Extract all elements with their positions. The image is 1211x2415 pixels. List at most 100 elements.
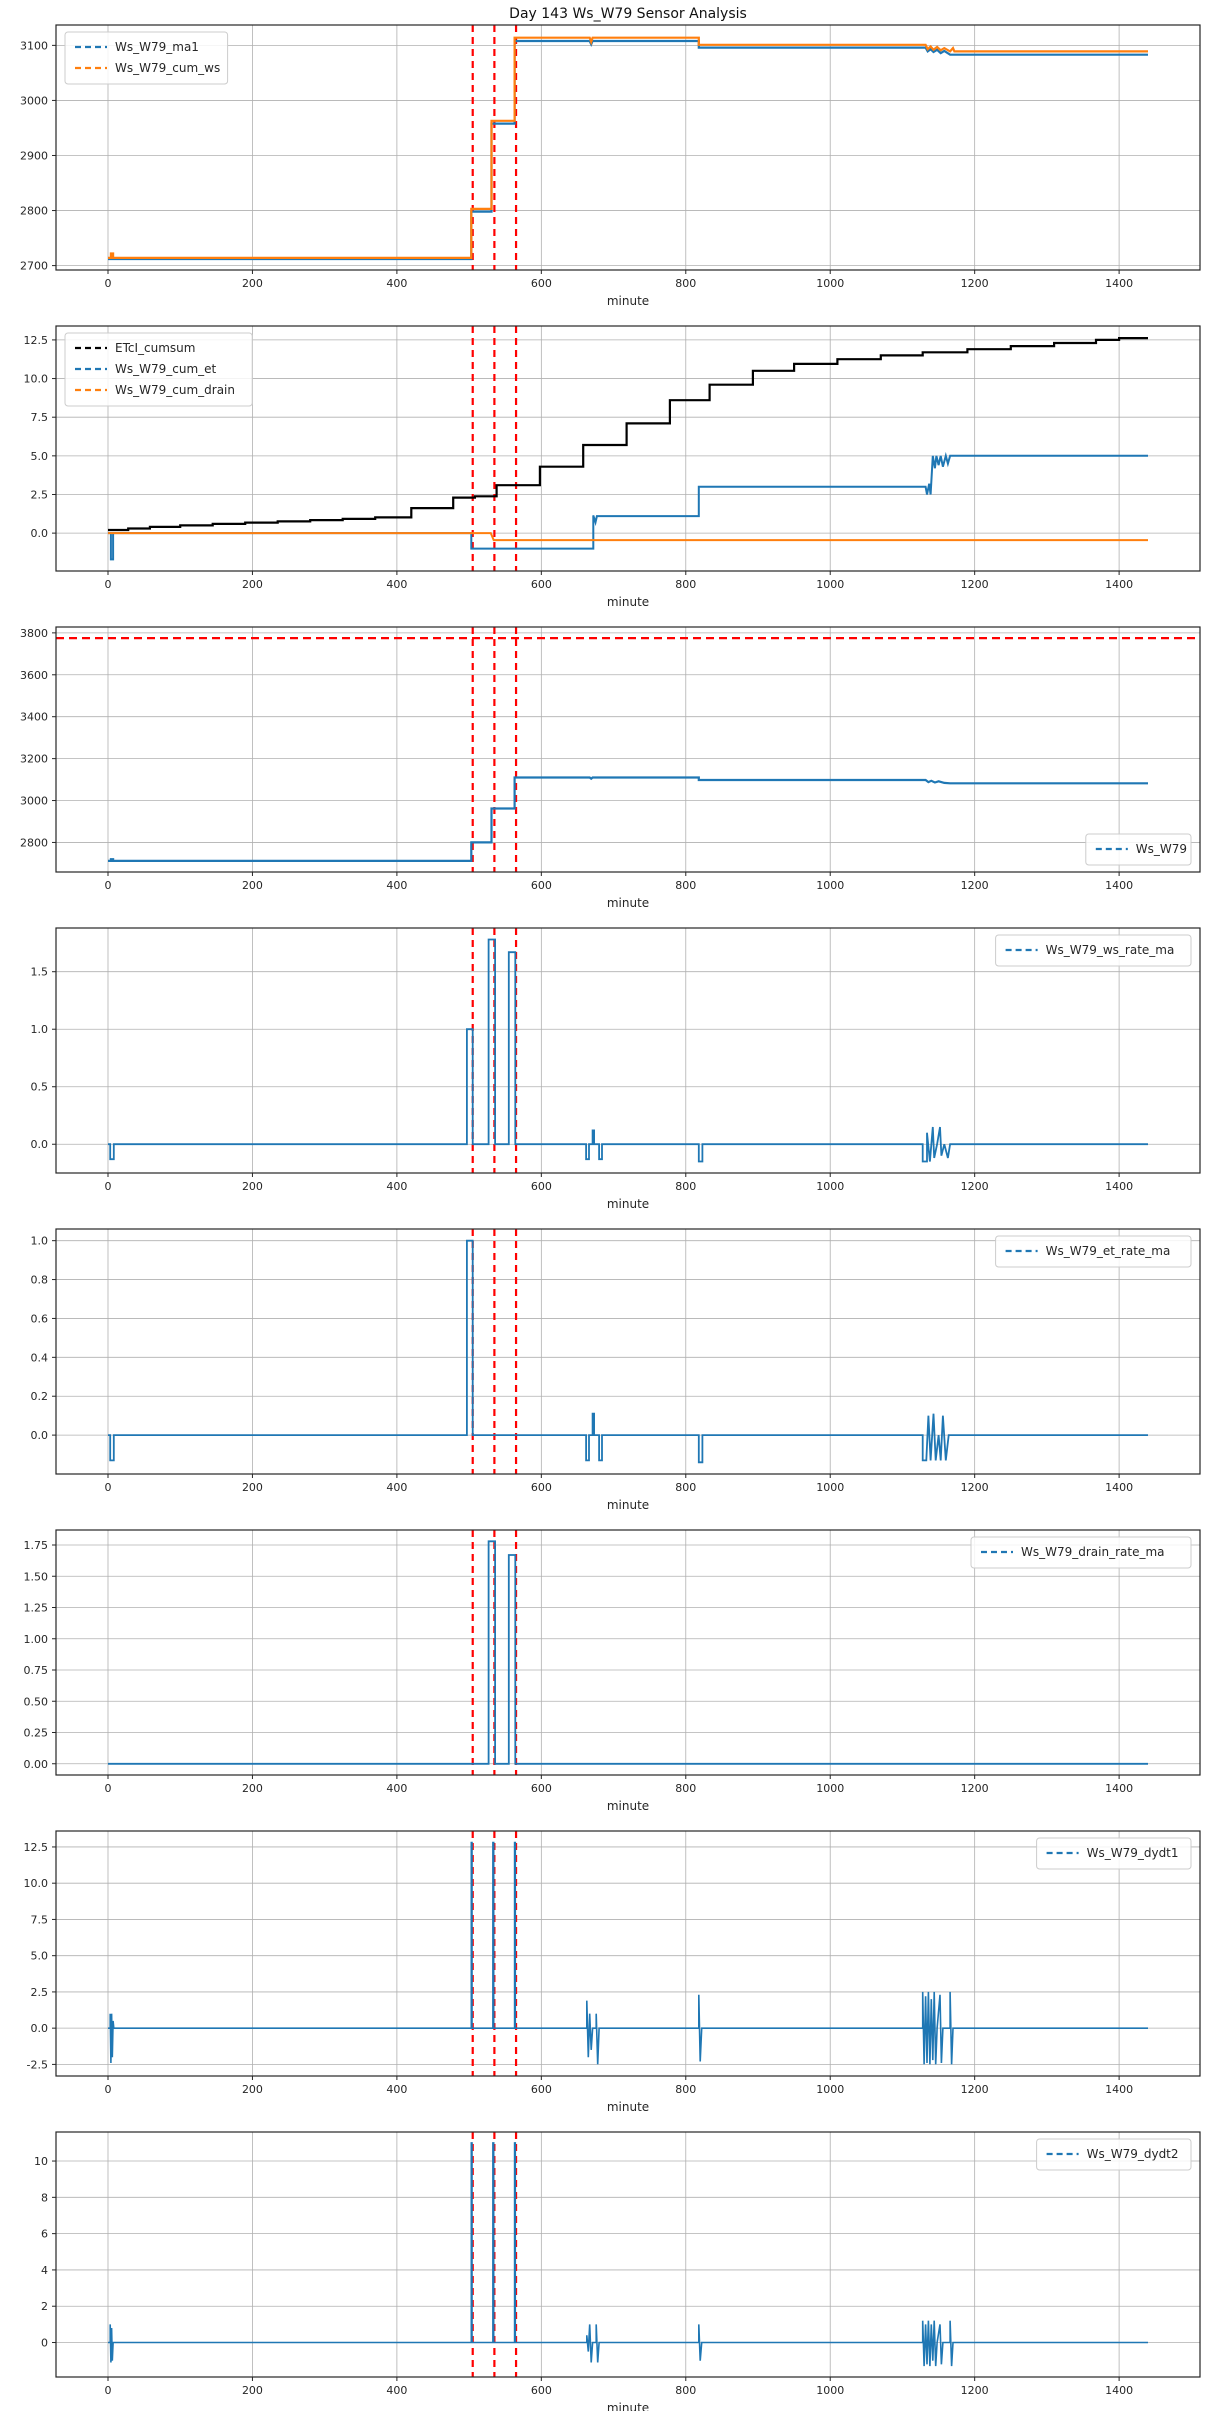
x-tick-label: 0 [105, 879, 112, 892]
x-axis-label: minute [607, 1799, 649, 1813]
y-tick-label: 0.0 [31, 527, 49, 540]
legend-label: Ws_W79_cum_ws [115, 61, 220, 75]
legend-label: ETcI_cumsum [115, 341, 195, 355]
x-tick-label: 1000 [816, 1782, 844, 1795]
x-tick-label: 600 [531, 879, 552, 892]
y-tick-label: 0.0 [31, 2022, 49, 2035]
y-tick-label: 1.25 [24, 1602, 49, 1615]
series-Ws_W79_et_rate_ma [108, 1239, 1148, 1464]
x-tick-label: 1000 [816, 1481, 844, 1494]
legend: Ws_W79_ma1 Ws_W79_cum_ws [64, 31, 229, 85]
x-tick-label: 800 [675, 1180, 696, 1193]
x-tick-label: 1200 [961, 879, 989, 892]
y-tick-label: 0.00 [24, 1758, 49, 1771]
x-tick-label: 1400 [1105, 1481, 1133, 1494]
y-tick-label: 0.8 [31, 1274, 49, 1287]
subplot-et-rate: 0 200 400 600 800 1000 1200 1400 0.0 0.2 0.4 0.6 0.8… [31, 1228, 1201, 1512]
x-tick-label: 0 [105, 1180, 112, 1193]
x-tick-label: 1400 [1105, 879, 1133, 892]
legend-box [1085, 833, 1192, 866]
y-tick-label: 3000 [20, 795, 48, 808]
legend-label: Ws_W79_ma1 [115, 40, 199, 54]
y-tick-label: 12.5 [24, 334, 49, 347]
axes-frame [55, 1529, 1201, 1776]
y-tick-label: 3600 [20, 669, 48, 682]
x-tick-label: 0 [105, 277, 112, 290]
y-tick-label: 1.0 [31, 1235, 49, 1248]
series-ETcI_cumsum [108, 337, 1148, 532]
x-tick-label: 800 [675, 1481, 696, 1494]
legend-label: Ws_W79_dydt1 [1087, 1846, 1179, 1860]
subplot-drain-rate: 0 200 400 600 800 1000 1200 1400 0.00 0.25 0.50 0.7… [24, 1529, 1201, 1813]
x-tick-label: 1400 [1105, 578, 1133, 591]
x-tick-label: 1000 [816, 1180, 844, 1193]
x-tick-label: 1200 [961, 1782, 989, 1795]
x-tick-label: 0 [105, 578, 112, 591]
legend-box [970, 1536, 1192, 1569]
y-tick-label: 10 [34, 2155, 48, 2168]
y-tick-label: 2.5 [31, 1986, 49, 1999]
x-tick-label: 1000 [816, 277, 844, 290]
axes-frame [55, 2131, 1201, 2378]
axes-frame [55, 24, 1201, 271]
y-tick-label: 5.0 [31, 450, 49, 463]
subplot-dydt1: 0 200 400 600 800 1000 1200 1400 -2.5 0.0 2.5 5.0 7.… [24, 1830, 1201, 2114]
y-tick-label: 2.5 [31, 488, 49, 501]
series-Ws_W79_drain_rate_ma [108, 1540, 1148, 1765]
x-tick-label: 200 [242, 277, 263, 290]
y-tick-label: 2 [41, 2300, 48, 2313]
x-tick-label: 1200 [961, 2384, 989, 2397]
x-tick-label: 800 [675, 879, 696, 892]
subplot-ws-rate: 0 200 400 600 800 1000 1200 1400 0.0 0.5 1.0 1.5 min… [31, 927, 1201, 1211]
series-Ws_W79 [108, 776, 1148, 862]
figure-title: Day 143 Ws_W79 Sensor Analysis [509, 6, 747, 22]
subplot-dydt2: 0 200 400 600 800 1000 1200 1400 0 2 4 6 8 10 minute Ws… [34, 2131, 1201, 2415]
subplot-ma1-cum-ws: 0 200 400 600 800 1000 1200 1400 2700 2800 2900 300… [20, 24, 1201, 308]
x-tick-label: 400 [386, 2384, 407, 2397]
axes-frame [55, 927, 1201, 1174]
y-tick-label: 10.0 [24, 373, 49, 386]
x-tick-label: 400 [386, 2083, 407, 2096]
x-tick-label: 200 [242, 879, 263, 892]
x-tick-label: 200 [242, 1481, 263, 1494]
legend-label: Ws_W79 [1136, 842, 1187, 856]
axes-background [56, 1229, 1200, 1474]
axes-background [56, 2132, 1200, 2377]
y-tick-label: 7.5 [31, 1913, 49, 1926]
y-tick-label: 3400 [20, 711, 48, 724]
x-tick-label: 0 [105, 2384, 112, 2397]
x-tick-label: 200 [242, 2083, 263, 2096]
legend-label: Ws_W79_et_rate_ma [1046, 1244, 1171, 1258]
y-tick-label: 0 [41, 2337, 48, 2350]
y-tick-label: 2900 [20, 149, 48, 162]
y-tick-label: 12.5 [24, 1841, 49, 1854]
legend: Ws_W79_ws_rate_ma [995, 934, 1192, 967]
axes-frame [55, 1228, 1201, 1475]
x-axis-label: minute [607, 294, 649, 308]
x-tick-label: 400 [386, 578, 407, 591]
x-tick-label: 0 [105, 1481, 112, 1494]
y-tick-label: 3800 [20, 627, 48, 640]
x-tick-label: 600 [531, 578, 552, 591]
y-tick-label: 10.0 [24, 1877, 49, 1890]
y-tick-label: 5.0 [31, 1950, 49, 1963]
x-tick-label: 1200 [961, 1481, 989, 1494]
legend: Ws_W79_dydt1 [1036, 1837, 1192, 1870]
legend-box [995, 1235, 1192, 1268]
x-tick-label: 200 [242, 2384, 263, 2397]
y-tick-label: 0.75 [24, 1664, 49, 1677]
y-tick-label: 3100 [20, 39, 48, 52]
series-Ws_W79_cum_ws [108, 36, 1148, 259]
series-Ws_W79_dydt1 [108, 1841, 1148, 2065]
x-tick-label: 1000 [816, 879, 844, 892]
x-tick-label: 400 [386, 277, 407, 290]
x-tick-label: 1200 [961, 277, 989, 290]
x-tick-label: 600 [531, 1180, 552, 1193]
legend-box [64, 31, 229, 85]
x-tick-label: 800 [675, 2384, 696, 2397]
y-tick-label: 1.75 [24, 1539, 49, 1552]
legend-box [1036, 1837, 1192, 1870]
series-Ws_W79_dydt2 [108, 2142, 1148, 2367]
